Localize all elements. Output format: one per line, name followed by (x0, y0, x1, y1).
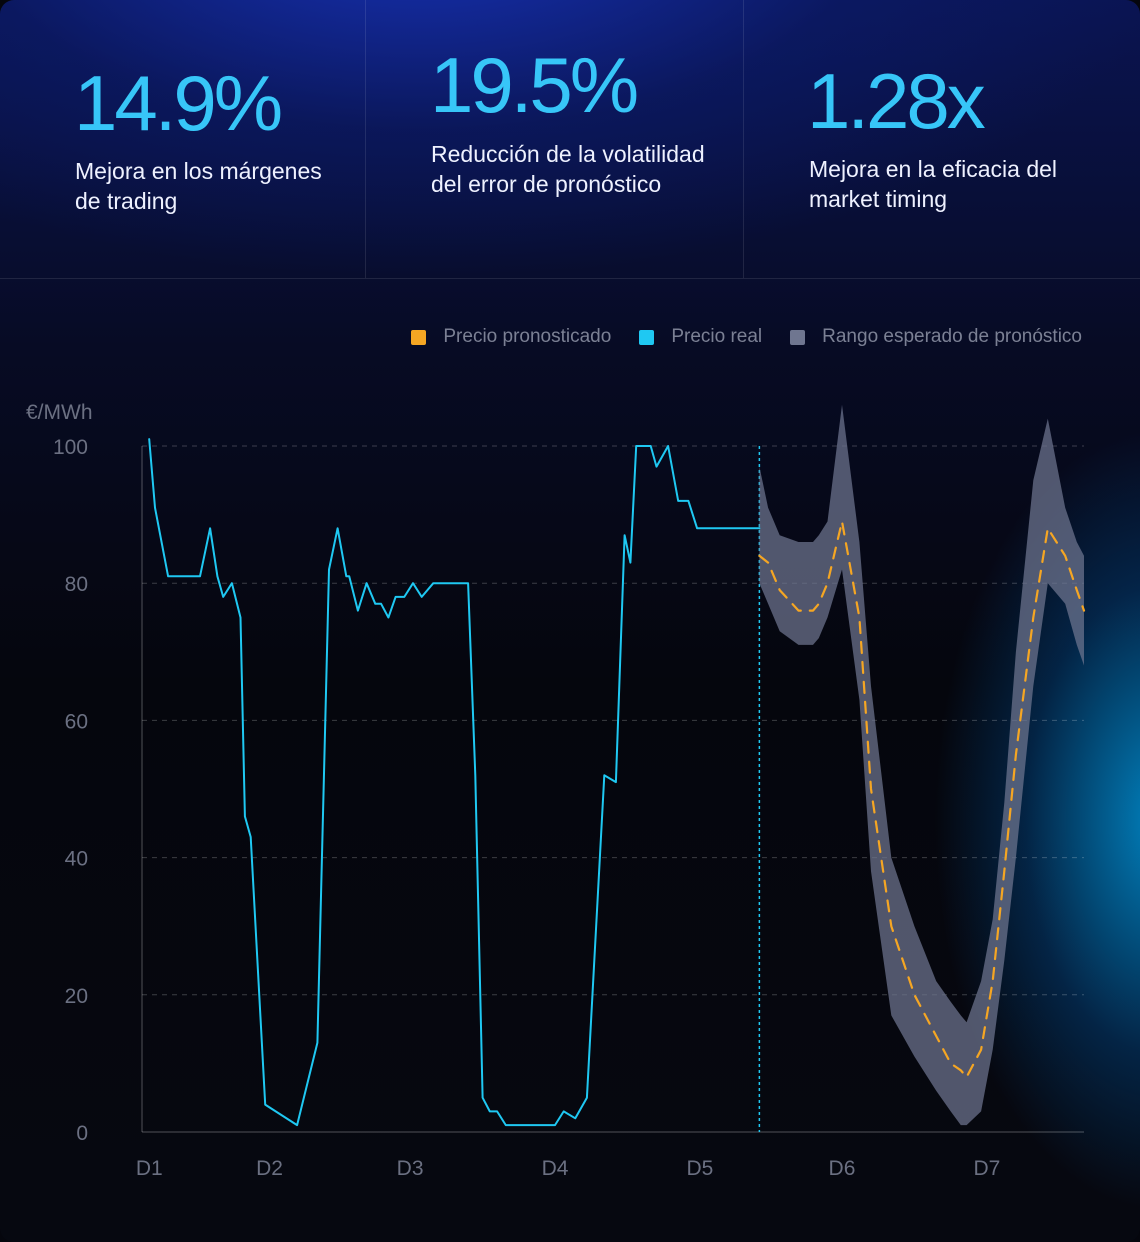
legend-swatch-forecast (411, 329, 427, 345)
actual-price-line (148, 438, 761, 1127)
legend-swatch-actual (639, 329, 655, 345)
y-tick-label: 20 (65, 985, 88, 1008)
stat-market-timing: 1.28x Mejora en la eficacia del market t… (743, 0, 1140, 278)
x-tick-label: D5 (687, 1157, 714, 1180)
range-band (759, 404, 1084, 1126)
stat-forecast-volatility: 19.5% Reducción de la volatilidad del er… (365, 0, 744, 278)
series-lines (148, 438, 1086, 1127)
stat-trading-margins: 14.9% Mejora en los márgenes de trading (0, 0, 366, 278)
x-tick-label: D7 (973, 1157, 1000, 1180)
stat-value: 14.9% (74, 59, 283, 147)
legend-label: Precio real (671, 326, 763, 347)
y-tick-label: 100 (53, 436, 88, 459)
y-tick-label: 0 (76, 1122, 88, 1145)
x-tick-label: D1 (136, 1157, 163, 1180)
x-tick-label: D2 (256, 1157, 283, 1180)
y-tick-label: 60 (65, 710, 88, 733)
stat-description: Mejora en la eficacia del market timing (809, 156, 1058, 212)
legend-swatch-range (790, 329, 806, 345)
chart-legend: Precio pronosticado Precio real Rango es… (383, 326, 1082, 348)
x-tick-label: D6 (829, 1157, 856, 1180)
legend-item-forecast: Precio pronosticado (411, 326, 611, 348)
stat-description: Mejora en los márgenes de trading (75, 158, 322, 214)
stat-description: Reducción de la volatilidad del error de… (431, 141, 705, 197)
axis-labels: €/MWh 0 20 40 60 80 100 D1 D2 D3 D4 D5 D6 D7 (26, 401, 1000, 1180)
axes (141, 446, 1084, 1133)
legend-label: Rango esperado de pronóstico (822, 326, 1082, 347)
x-tick-label: D4 (542, 1157, 569, 1180)
forecast-range-band (759, 404, 1084, 1126)
stat-value: 19.5% (430, 41, 639, 129)
y-tick-label: 40 (65, 848, 88, 871)
stats-row: 14.9% Mejora en los márgenes de trading … (0, 0, 1140, 279)
stat-value: 1.28x (807, 57, 986, 145)
legend-item-actual: Precio real (639, 326, 762, 348)
forecast-price-line (758, 520, 1086, 1079)
y-tick-label: 80 (65, 573, 88, 596)
legend-item-range: Rango esperado de pronóstico (790, 326, 1082, 348)
y-axis-unit-label: €/MWh (26, 401, 93, 424)
legend-label: Precio pronosticado (443, 326, 612, 347)
grid-lines (142, 445, 1084, 996)
x-tick-label: D3 (397, 1157, 424, 1180)
